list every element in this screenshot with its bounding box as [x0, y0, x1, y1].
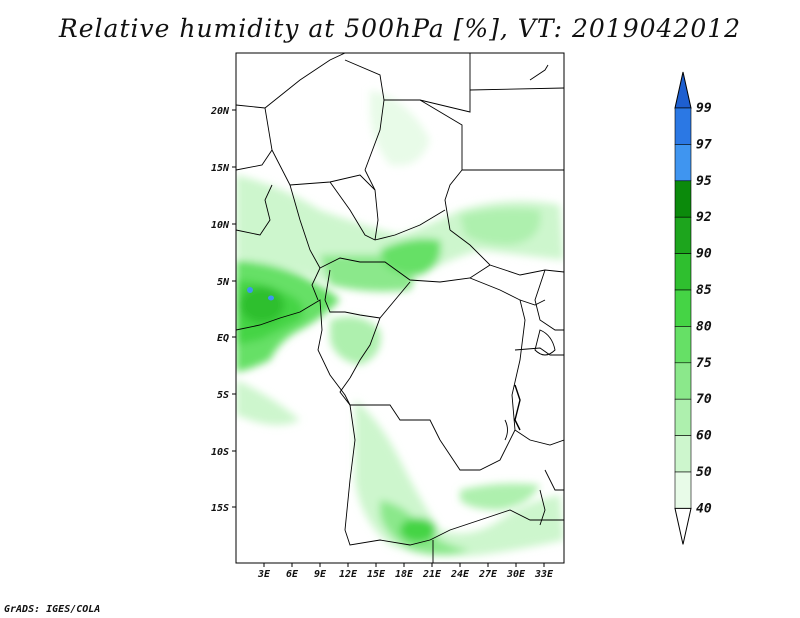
- lon-label: 18E: [395, 569, 414, 580]
- grads-credit: GrADS: IGES/COLA: [4, 604, 101, 615]
- colorbar-bottom-triangle: [674, 507, 692, 545]
- colorbar-segment: [674, 289, 692, 327]
- colorbar-label: 99: [696, 101, 712, 116]
- lon-label: 15E: [367, 569, 386, 580]
- colorbar-label: 50: [696, 465, 712, 480]
- lat-label: 15S: [211, 503, 229, 514]
- lat-label: 10S: [211, 447, 229, 458]
- lon-label: 30E: [506, 569, 526, 580]
- colorbar-segment: [674, 362, 692, 400]
- longitude-labels: 3E 6E 9E 12E 15E 18E 21E 24E 27E 30E 33E: [257, 569, 554, 580]
- colorbar-label: 85: [696, 283, 712, 298]
- colorbar-segment: [674, 326, 692, 364]
- colorbar-label: 97: [696, 137, 712, 152]
- lon-label: 9E: [314, 569, 327, 580]
- country-borders: [236, 53, 564, 563]
- colorbar-segment: [674, 216, 692, 254]
- map-title: Relative humidity at 500hPa [%], VT: 201…: [58, 14, 742, 43]
- lat-label: 5N: [217, 277, 230, 288]
- colorbar-segment: [674, 398, 692, 436]
- lon-label: 3E: [257, 569, 271, 580]
- colorbar-label: 90: [696, 247, 712, 262]
- colorbar-label: 92: [696, 210, 712, 225]
- lon-label: 24E: [450, 569, 470, 580]
- lat-label: EQ: [217, 333, 229, 344]
- colorbar-label: 80: [696, 319, 712, 334]
- colorbar-segment: [674, 435, 692, 473]
- lon-label: 12E: [339, 569, 358, 580]
- colorbar-label: 40: [696, 501, 712, 516]
- colorbar-label: 70: [696, 392, 712, 407]
- lon-label: 21E: [422, 569, 442, 580]
- lon-label: 33E: [534, 569, 554, 580]
- colorbar-segment: [674, 107, 692, 145]
- lat-label: 15N: [211, 163, 230, 174]
- colorbar-label: 95: [696, 174, 712, 189]
- lon-label: 27E: [478, 569, 498, 580]
- colorbar-segment: [674, 471, 692, 509]
- colorbar-segment: [674, 253, 692, 291]
- map-frame: [235, 52, 565, 564]
- lat-label: 20N: [210, 106, 230, 117]
- colorbar: 99 97 95 92 90 85 80 75 70 60 50 40: [674, 71, 712, 545]
- axis-ticks: [232, 109, 545, 567]
- colorbar-segment: [674, 180, 692, 218]
- colorbar-label: 60: [696, 429, 712, 444]
- humidity-field: [236, 90, 564, 557]
- lon-label: 6E: [286, 569, 299, 580]
- colorbar-top-triangle: [674, 71, 692, 109]
- colorbar-segment: [674, 144, 692, 182]
- colorbar-label: 75: [696, 356, 712, 371]
- latitude-labels: 20N 15N 10N 5N EQ 5S 10S 15S: [210, 106, 230, 514]
- lat-label: 5S: [217, 390, 229, 401]
- lat-label: 10N: [211, 220, 230, 231]
